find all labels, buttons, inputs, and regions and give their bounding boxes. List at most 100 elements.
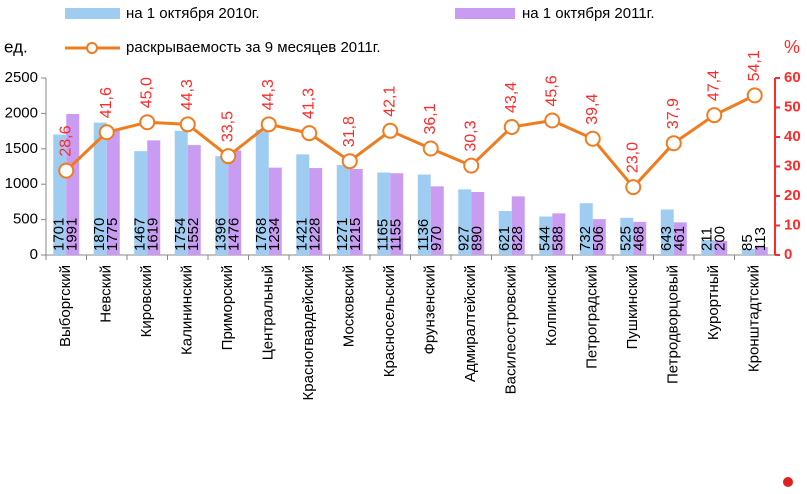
x-tick-label: Колпинский [543,265,560,346]
x-tick-label: Кронштадтский [746,265,763,372]
bar-value-label: 1552 [185,218,202,251]
line-marker [584,130,601,147]
line-value-label: 28,6 [57,125,74,156]
y2-tick-label: 50 [784,98,801,115]
line-marker [382,122,399,139]
bar-value-label: 1234 [266,218,283,251]
x-tick-label: Петроградский [584,265,601,369]
x-tick-label: Московский [341,265,358,347]
bar [417,174,431,255]
line-marker [260,116,277,133]
bar-value-label: 1396 [213,218,230,251]
bar [349,168,363,255]
line-marker [463,157,480,174]
bar-value-label: 1754 [172,218,189,251]
line-marker [301,125,318,142]
bar-value-label: 970 [428,226,445,251]
y2-tick-label: 20 [784,187,801,204]
legend-marker [86,42,98,54]
bar-value-label: 211 [699,227,716,251]
bar-value-label: 1271 [334,218,351,251]
line [65,94,756,190]
bar-value-label: 1701 [51,218,68,251]
y-tick-label: 1000 [5,175,38,192]
bar [215,156,229,255]
x-tick-label: Приморский [219,265,236,350]
bar-value-label: 643 [658,226,675,251]
y2-tick-label: 0 [784,246,792,263]
line-value-label: 45,6 [543,75,560,106]
bar [741,248,755,255]
bar [336,165,350,255]
y2-axis-label: % [784,37,800,57]
bar-value-label: 890 [469,226,486,251]
bar [134,151,148,255]
line-value-label: 36,1 [422,103,439,134]
line-value-label: 47,4 [705,70,722,101]
y2-tick-label: 10 [784,216,801,233]
bar-value-label: 1619 [145,218,162,251]
bar [228,150,242,255]
line-value-label: 33,5 [219,111,236,142]
y-tick-label: 0 [30,246,38,263]
bar-value-label: 621 [496,226,513,251]
x-tick-label: Центральный [260,265,277,360]
bar [539,216,553,255]
line-marker [220,148,237,165]
line-value-label: 41,3 [300,88,317,119]
legend-swatch [455,8,515,19]
x-tick-label: Василеостровский [503,265,520,394]
x-tick-label: Петродворцовый [665,265,682,384]
line-value-label: 44,3 [179,79,196,110]
x-tick-label: Фрунзенский [422,265,439,355]
bar-value-label: 1165 [375,219,392,251]
bar [268,167,282,255]
line-marker [544,112,561,129]
line-marker [422,140,439,157]
bar-value-label: 588 [550,226,567,251]
y-tick-label: 2000 [5,104,38,121]
y2-tick-label: 60 [784,69,801,86]
bar [673,222,687,255]
bar [660,209,674,255]
line-value-label: 39,4 [584,94,601,125]
line-marker [58,162,75,179]
x-tick-label: Кировский [138,265,155,337]
y-tick-label: 1500 [5,140,38,157]
line-value-label: 42,1 [381,86,398,117]
bar-value-label: 1991 [64,218,81,251]
line-value-label: 30,3 [462,120,479,151]
bar-value-label: 1768 [253,218,270,251]
bar [620,217,634,255]
y-axis-label: ед. [4,37,28,56]
bar [498,211,512,255]
line-marker [665,135,682,152]
line-value-label: 45,0 [138,77,155,108]
line-marker [706,107,723,124]
bar [633,221,647,255]
y-tick-label: 2500 [5,69,38,86]
line-value-label: 44,3 [260,79,277,110]
bar [377,172,391,255]
legend-label: на 1 октября 2010г. [126,5,260,22]
bar [701,240,715,255]
bar-value-label: 85 [739,234,756,251]
x-tick-label: Красносельский [381,265,398,377]
x-tick-label: Невский [98,265,115,323]
bar-value-label: 113 [752,227,769,251]
line-marker [139,114,156,131]
bar-value-label: 1870 [91,218,108,251]
bar-value-label: 461 [671,226,688,251]
bar-value-label: 1775 [104,218,121,251]
line-value-label: 54,1 [746,50,763,81]
legend-label: на 1 октября 2011г. [522,5,655,22]
bar-value-label: 200 [712,226,729,251]
bar [714,240,728,255]
bar [552,213,566,255]
bar-value-label: 1421 [294,218,311,251]
bar-value-label: 506 [590,226,607,251]
bar [255,129,269,255]
x-tick-label: Калининский [179,265,196,355]
bar [66,114,80,255]
bar-value-label: 828 [509,226,526,251]
